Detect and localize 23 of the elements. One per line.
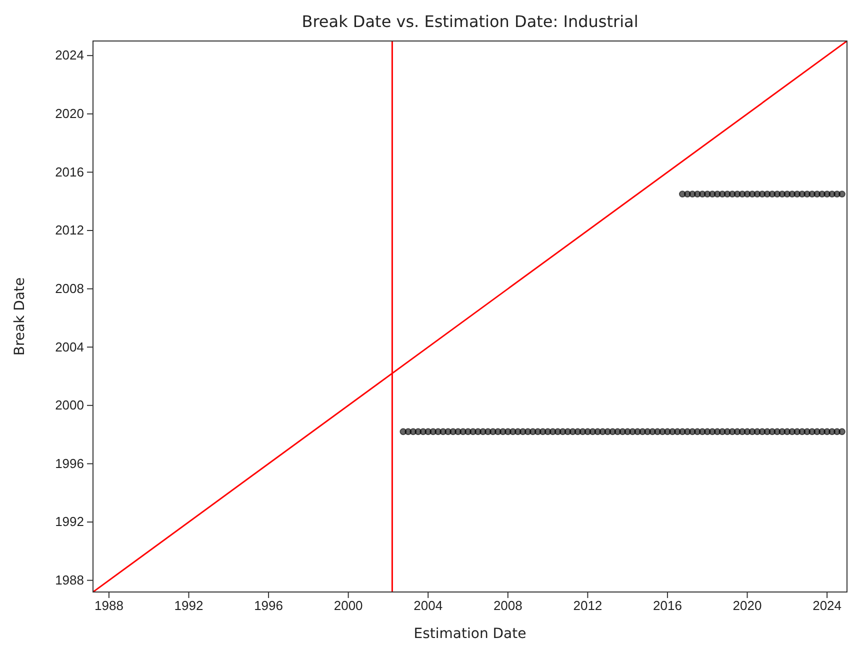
x-tick-label: 1996 <box>254 598 283 614</box>
x-tick-label: 2016 <box>653 598 682 614</box>
x-tick-label: 2024 <box>812 598 842 614</box>
y-tick-label: 1996 <box>55 456 84 471</box>
y-tick-label: 2024 <box>55 48 84 63</box>
x-tick-label: 2012 <box>573 598 602 614</box>
x-tick-label: 2008 <box>493 598 522 614</box>
chart-title: Break Date vs. Estimation Date: Industrial <box>302 12 638 31</box>
x-axis-title: Estimation Date <box>414 626 526 642</box>
y-tick-label: 2020 <box>55 106 84 122</box>
x-tick-label: 1988 <box>94 598 124 614</box>
y-tick-label: 2012 <box>55 222 84 238</box>
y-tick-label: 2004 <box>55 339 84 354</box>
y-tick-label: 2016 <box>55 164 84 180</box>
x-tick-label: 2004 <box>414 598 443 614</box>
y-tick-label: 2008 <box>55 280 84 296</box>
y-tick-label: 2000 <box>55 398 84 413</box>
y-tick-label: 1988 <box>55 572 84 588</box>
y-tick-label: 1992 <box>55 514 84 530</box>
y-axis-title: Break Date <box>12 277 28 356</box>
x-tick-label: 2020 <box>732 598 762 614</box>
x-tick-label: 1992 <box>174 598 204 614</box>
x-tick-label: 2000 <box>334 598 363 614</box>
